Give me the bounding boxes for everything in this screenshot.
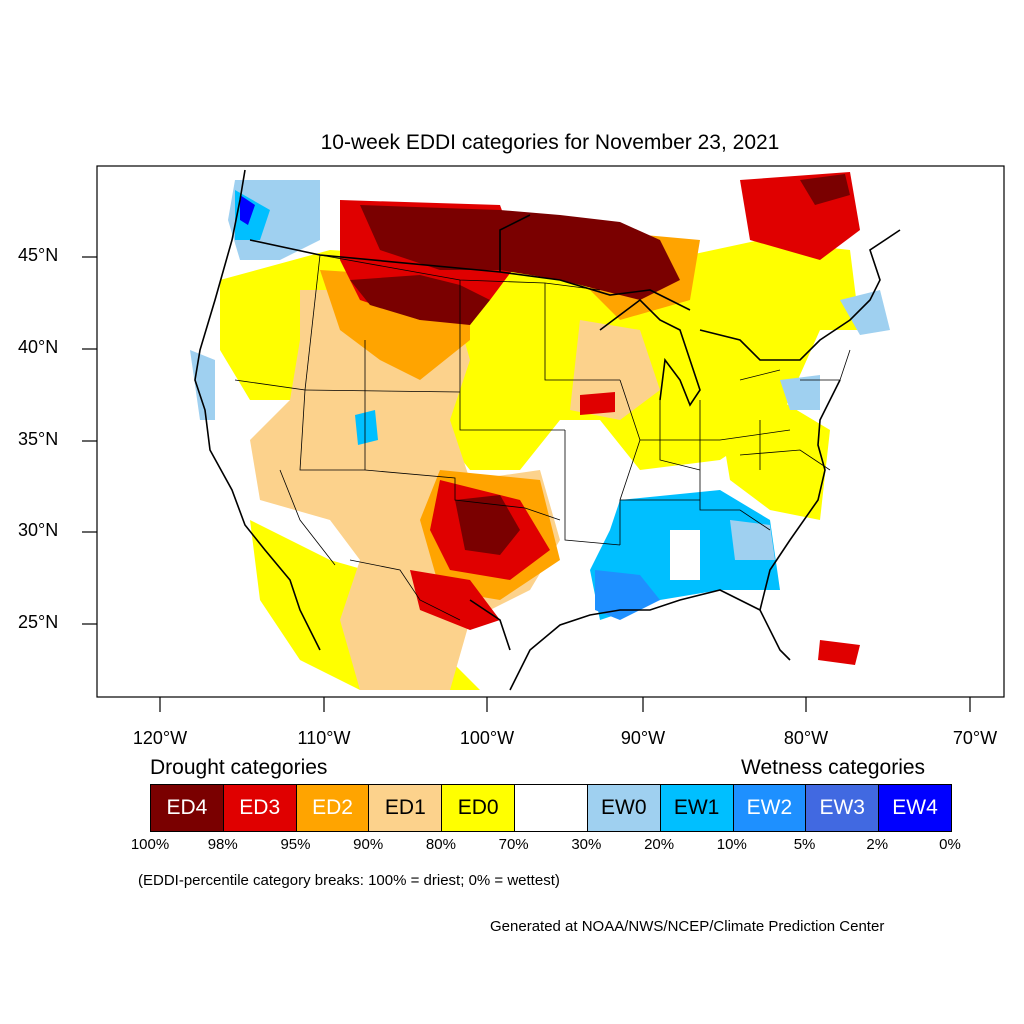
lon-label-80: 80°W [783,728,829,748]
lat-ticks [82,256,97,625]
coastlines [194,169,901,691]
wetness-heading: Wetness categories [741,756,926,779]
lon-label-100: 100°W [459,728,515,748]
legend-swatch-ew3: EW3 [806,785,880,831]
percentile-label: 98% [207,836,238,853]
lon-label-90: 90°W [620,728,666,748]
legend-swatch-ew4: EW4 [879,785,951,831]
legend-swatch-ew2: EW2 [733,785,807,831]
percentile-label: 70% [498,836,529,853]
legend-swatch-ew0: EW0 [587,785,661,831]
lat-label-45: 45°N [18,245,59,265]
percentile-label: 90% [353,836,384,853]
percentile-label: 2% [866,836,889,853]
percentile-label: 0% [939,836,961,853]
lon-label-120: 120°W [132,728,188,748]
lat-label-25: 25°N [18,612,59,632]
category-legend: ED4 ED3 ED2 ED1 ED0 EW0 EW1 EW2 EW3 EW4 [150,784,952,832]
percentile-label: 80% [425,836,456,853]
map-title: 10-week EDDI categories for November 23,… [320,131,780,154]
lat-label-40: 40°N [18,337,59,357]
percentile-label: 10% [716,836,747,853]
legend-swatch-ed0: ED0 [442,785,516,831]
legend-swatch-ed2: ED2 [296,785,370,831]
lat-label-35: 35°N [18,429,59,449]
map-frame [96,165,1005,698]
lat-label-30: 30°N [18,520,59,540]
legend-swatch-ed3: ED3 [223,785,297,831]
percentile-label: 5% [793,836,816,853]
percentile-label: 95% [280,836,311,853]
state-boundaries [234,239,851,621]
legend-swatch-ed4: ED4 [151,785,224,831]
percentile-label: 20% [644,836,675,853]
legend-swatch-ed1: ED1 [369,785,443,831]
category-note: (EDDI-percentile category breaks: 100% =… [138,872,560,889]
lon-label-70: 70°W [952,728,998,748]
lon-ticks [159,697,971,712]
credit-line: Generated at NOAA/NWS/NCEP/Climate Predi… [490,918,885,935]
lon-label-110: 110°W [297,728,351,748]
legend-swatch-ew1: EW1 [660,785,734,831]
percentile-label: 30% [571,836,602,853]
legend-swatch-none [515,785,588,831]
percentile-label: 100% [130,836,170,853]
drought-heading: Drought categories [150,756,328,779]
category-fill-layer [190,168,890,697]
